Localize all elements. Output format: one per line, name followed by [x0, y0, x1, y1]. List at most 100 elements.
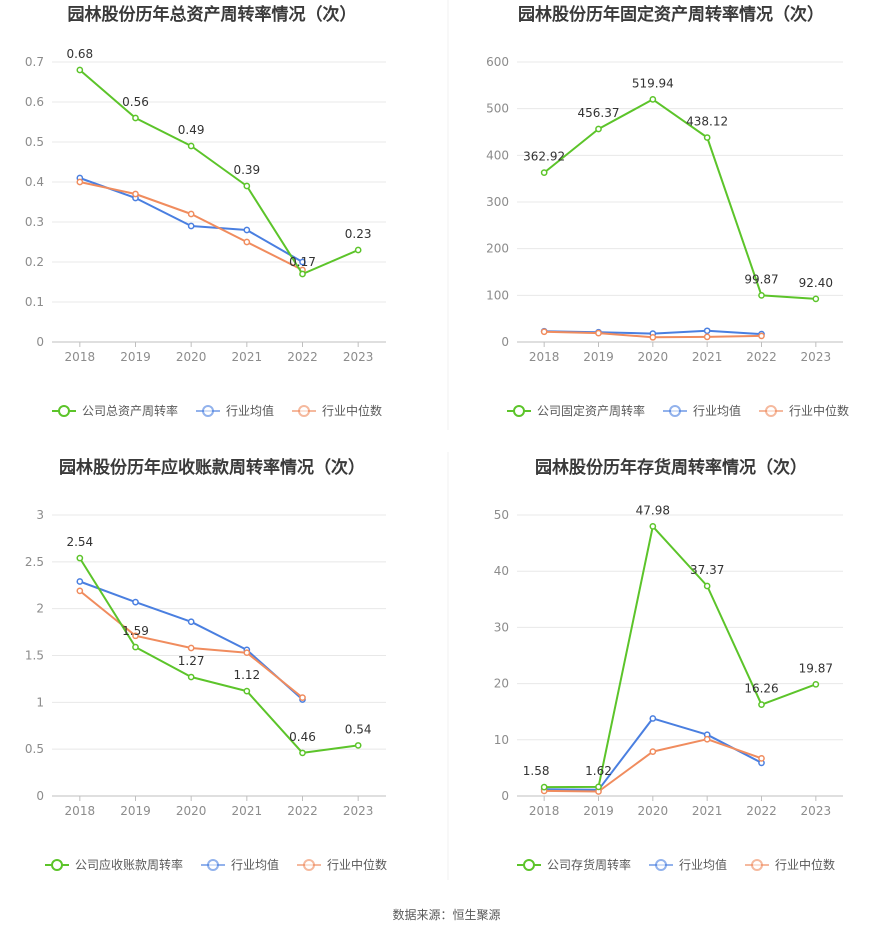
- y-tick-label: 0.5: [25, 135, 44, 149]
- legend-item-1[interactable]: 公司存货周转率: [517, 857, 631, 872]
- x-tick-label: 2021: [232, 804, 263, 818]
- data-label: 0.56: [122, 95, 149, 109]
- data-point[interactable]: [187, 673, 195, 681]
- x-tick-label: 2021: [232, 350, 263, 364]
- y-tick-label: 2: [36, 602, 44, 616]
- chart-title: 园林股份历年总资产周转率情况（次）: [68, 4, 357, 25]
- data-point[interactable]: [132, 598, 139, 606]
- series-line-1: [79, 69, 359, 275]
- data-point[interactable]: [76, 554, 84, 562]
- data-point[interactable]: [703, 134, 711, 141]
- legend-item-1[interactable]: 公司固定资产周转率: [507, 403, 645, 418]
- legend-marker-icon: [58, 405, 70, 417]
- legend-marker-icon: [765, 405, 777, 417]
- data-point[interactable]: [132, 114, 139, 122]
- chart-panel-3: 园林股份历年应收账款周转率情况（次） 0 0.5 1 1.5 2 2.5 3 2018 2019 2…: [25, 457, 387, 872]
- data-point[interactable]: [187, 142, 195, 150]
- y-tick-label: 0.2: [25, 255, 44, 269]
- x-tick-label: 2022: [287, 350, 318, 364]
- data-point[interactable]: [758, 332, 765, 340]
- chart-title: 园林股份历年存货周转率情况（次）: [535, 457, 807, 478]
- y-tick-label: 0: [36, 789, 44, 803]
- data-label: 37.37: [690, 563, 724, 577]
- data-point[interactable]: [187, 644, 195, 652]
- data-point[interactable]: [540, 328, 548, 336]
- data-label: 99.87: [744, 272, 778, 286]
- legend-item-1[interactable]: 公司总资产周转率: [52, 403, 178, 418]
- data-label: 0.46: [289, 730, 316, 744]
- x-tick-label: 2021: [692, 350, 723, 364]
- data-point[interactable]: [243, 226, 251, 234]
- data-point[interactable]: [187, 618, 195, 626]
- data-label: 0.49: [178, 123, 205, 137]
- data-point[interactable]: [243, 182, 251, 190]
- legend-item-3[interactable]: 行业中位数: [759, 403, 849, 418]
- data-label: 19.87: [799, 661, 833, 675]
- y-tick-label: 10: [494, 733, 509, 747]
- legend-marker-icon: [655, 859, 667, 871]
- x-tick-label: 2023: [343, 804, 374, 818]
- data-point[interactable]: [354, 742, 362, 749]
- data-point[interactable]: [243, 649, 251, 657]
- data-point[interactable]: [76, 587, 84, 595]
- data-point[interactable]: [649, 748, 657, 755]
- data-point[interactable]: [812, 295, 820, 303]
- legend-item-2[interactable]: 行业均值: [201, 857, 279, 872]
- data-point[interactable]: [354, 246, 362, 254]
- data-point[interactable]: [243, 687, 251, 695]
- legend-item-3[interactable]: 行业中位数: [292, 403, 382, 418]
- legend-label: 行业中位数: [322, 403, 382, 418]
- y-tick-label: 1.5: [25, 649, 44, 663]
- legend-label: 行业中位数: [789, 403, 849, 418]
- data-point[interactable]: [758, 292, 765, 299]
- legend-item-1[interactable]: 公司应收账款周转率: [45, 857, 183, 872]
- data-label: 519.94: [632, 76, 674, 90]
- data-point[interactable]: [299, 270, 306, 278]
- data-point[interactable]: [703, 333, 711, 341]
- data-point[interactable]: [649, 715, 657, 722]
- data-label: 0.68: [66, 47, 93, 61]
- data-point[interactable]: [132, 190, 139, 198]
- data-point[interactable]: [812, 680, 820, 688]
- data-point[interactable]: [76, 66, 84, 74]
- y-tick-label: 20: [494, 677, 509, 691]
- x-tick-label: 2019: [120, 804, 151, 818]
- data-point[interactable]: [540, 783, 548, 791]
- y-tick-label: 0.6: [25, 95, 44, 109]
- legend-item-2[interactable]: 行业均值: [663, 403, 741, 418]
- legend-label: 公司应收账款周转率: [75, 857, 183, 872]
- data-label: 1.58: [523, 764, 550, 778]
- legend-item-3[interactable]: 行业中位数: [297, 857, 387, 872]
- data-point[interactable]: [187, 210, 195, 218]
- data-point[interactable]: [187, 222, 195, 230]
- legend-label: 行业均值: [693, 403, 741, 418]
- legend-item-2[interactable]: 行业均值: [649, 857, 727, 872]
- data-point[interactable]: [703, 582, 711, 590]
- chart-title: 园林股份历年固定资产周转率情况（次）: [518, 4, 824, 25]
- data-label: 2.54: [66, 535, 93, 549]
- data-point[interactable]: [758, 701, 765, 708]
- data-point[interactable]: [595, 329, 602, 337]
- data-point[interactable]: [703, 735, 711, 743]
- data-point[interactable]: [299, 258, 306, 266]
- data-point[interactable]: [299, 749, 306, 757]
- data-point[interactable]: [76, 178, 84, 186]
- data-point[interactable]: [76, 578, 84, 585]
- data-point[interactable]: [132, 643, 139, 651]
- x-tick-label: 2018: [65, 350, 96, 364]
- data-point[interactable]: [758, 754, 765, 762]
- data-point[interactable]: [595, 125, 602, 133]
- data-point[interactable]: [649, 333, 657, 341]
- x-tick-label: 2023: [343, 350, 374, 364]
- data-point[interactable]: [649, 96, 657, 103]
- data-point[interactable]: [299, 694, 306, 702]
- data-point[interactable]: [132, 632, 139, 640]
- data-point[interactable]: [649, 523, 657, 530]
- legend-item-2[interactable]: 行业均值: [196, 403, 274, 418]
- data-point[interactable]: [595, 783, 602, 791]
- legend-label: 公司总资产周转率: [82, 403, 178, 418]
- legend-item-3[interactable]: 行业中位数: [745, 857, 835, 872]
- data-point[interactable]: [703, 327, 711, 335]
- data-point[interactable]: [540, 169, 548, 176]
- data-point[interactable]: [243, 238, 251, 246]
